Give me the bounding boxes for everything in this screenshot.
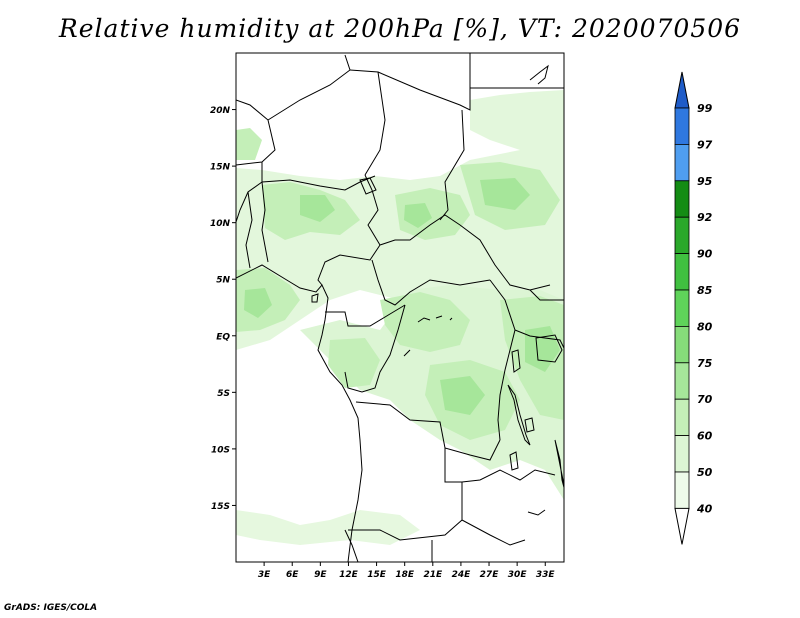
river-segment — [417, 315, 453, 323]
border — [371, 259, 491, 306]
colorbar-band — [674, 216, 690, 254]
lat-tick-label: EQ — [216, 332, 230, 342]
humidity-spot — [440, 376, 485, 415]
border — [461, 519, 526, 546]
lat-tick-label: 15N — [210, 163, 231, 173]
colorbar-label: 90 — [697, 248, 713, 261]
border — [325, 304, 406, 327]
colorbar-band — [674, 180, 690, 218]
humidity-spot — [404, 203, 432, 228]
border — [261, 181, 269, 263]
colorbar-band — [674, 362, 690, 400]
lat-tick-label: 5N — [216, 276, 230, 286]
border — [261, 175, 376, 191]
border — [489, 279, 516, 441]
border — [364, 174, 381, 246]
colorbar-label: 70 — [697, 393, 713, 406]
lon-tick-label: 9E — [314, 570, 327, 580]
lat-tick-label: 15S — [211, 502, 230, 512]
lake-tanganyika — [507, 384, 531, 446]
lat-tick-label: 20N — [210, 106, 231, 116]
humidity-area-south — [236, 510, 420, 545]
colorbar-label: 80 — [697, 320, 713, 333]
colorbar-label: 99 — [697, 102, 713, 115]
colorbar-band — [674, 253, 690, 291]
colorbar-band — [674, 143, 690, 182]
lon-tick-label: 21E — [423, 570, 443, 580]
lon-tick-label: 12E — [339, 570, 359, 580]
humidity-patch — [395, 188, 470, 240]
river-segment — [403, 349, 546, 516]
colorbar-legend: 99 97 95 92 90 85 80 75 70 60 50 40 — [674, 71, 713, 545]
colorbar-over-triangle — [674, 71, 690, 109]
lon-tick-label: 6E — [286, 570, 299, 580]
west-africa-coast — [236, 264, 363, 562]
humidity-spot — [480, 178, 530, 210]
colorbar-label: 75 — [697, 357, 713, 370]
border — [439, 109, 465, 221]
lake-malawi — [554, 439, 564, 490]
latitude-axis: 20N 15N 10N 5N EQ 5S 10S 15S — [210, 106, 236, 512]
border — [245, 191, 253, 269]
lat-tick-label: 10N — [210, 219, 231, 229]
lon-tick-label: 18E — [395, 570, 415, 580]
border — [461, 469, 556, 483]
humidity-spot — [525, 326, 560, 372]
lat-tick-label: 10S — [211, 445, 230, 455]
border — [344, 304, 406, 393]
colorbar-under-triangle — [674, 507, 690, 545]
lon-tick-label: 33E — [536, 570, 556, 580]
border — [379, 214, 551, 291]
border — [349, 69, 386, 176]
border — [355, 401, 501, 461]
colorbar-band — [674, 289, 690, 327]
grads-credit: GrADS: IGES/COLA — [4, 603, 98, 613]
map-title: Relative humidity at 200hPa [%], VT: 202… — [58, 14, 742, 43]
longitude-axis: 3E 6E 9E 12E 15E 18E 21E 24E 27E 30E 33E — [258, 562, 556, 580]
colorbar-label: 40 — [696, 502, 713, 515]
humidity-area-northeast — [470, 90, 564, 150]
border — [267, 54, 351, 121]
colorbar-label: 60 — [697, 430, 713, 443]
border — [377, 53, 471, 111]
humidity-patch — [328, 338, 380, 388]
colorbar-band — [674, 471, 690, 509]
border — [344, 529, 359, 562]
border — [236, 99, 276, 166]
border — [529, 289, 564, 301]
humidity-spot — [244, 288, 272, 318]
colorbar-label: 92 — [697, 211, 713, 224]
colorbar-band — [674, 435, 690, 473]
lake-chad — [359, 177, 377, 195]
colorbar-band — [674, 107, 690, 145]
humidity-field — [236, 90, 564, 545]
colorbar-band — [674, 398, 690, 437]
sinai-coast — [529, 64, 549, 85]
colorbar-label: 97 — [697, 138, 713, 151]
border — [317, 244, 381, 286]
lon-tick-label: 27E — [480, 570, 500, 580]
humidity-patch — [236, 128, 262, 160]
island — [311, 293, 319, 303]
lon-tick-label: 15E — [367, 570, 387, 580]
lat-tick-label: 5S — [217, 389, 230, 399]
lake-mweru — [509, 451, 519, 471]
colorbar-label: 95 — [697, 175, 713, 188]
colorbar-label: 85 — [697, 284, 713, 297]
lon-tick-label: 24E — [452, 570, 472, 580]
border — [514, 329, 564, 349]
colorbar-band — [674, 325, 690, 364]
map-frame — [235, 52, 565, 563]
humidity-spot — [300, 195, 335, 222]
coastlines-borders — [236, 53, 564, 562]
lake-kivu — [511, 349, 521, 373]
lake-victoria — [535, 334, 563, 363]
lake-small — [524, 417, 535, 433]
colorbar-label: 50 — [697, 466, 713, 479]
lon-tick-label: 3E — [258, 570, 271, 580]
lon-tick-label: 30E — [508, 570, 528, 580]
